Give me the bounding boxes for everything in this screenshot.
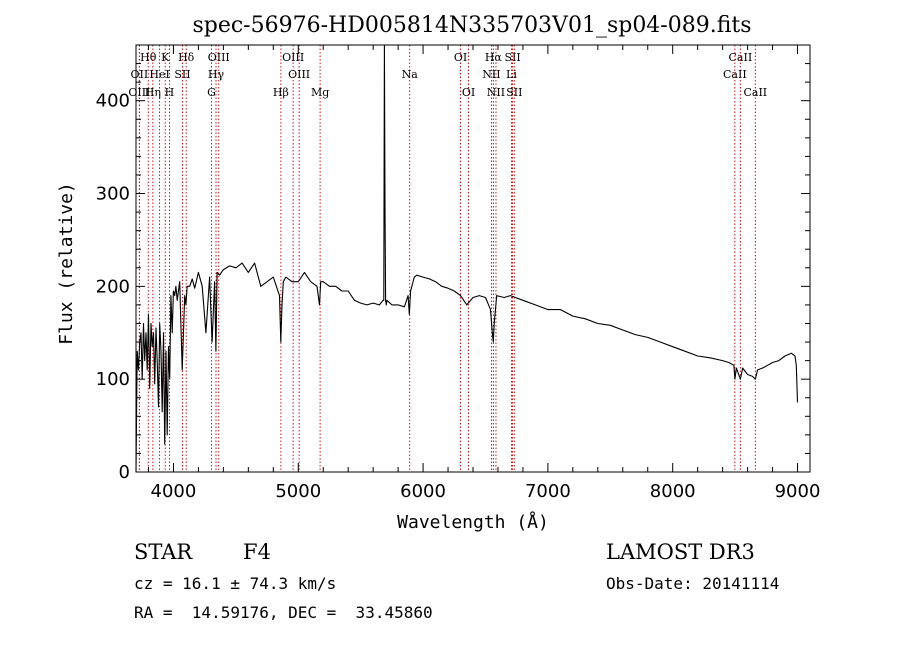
spectral-line-label: SII	[174, 68, 190, 81]
y-tick-label: 300	[96, 184, 130, 205]
spectral-line-label: Hθ	[140, 51, 157, 64]
spectral-line-label: Li	[506, 68, 517, 81]
x-tick-label: 7000	[525, 481, 571, 502]
obs-date: Obs-Date: 20141114	[606, 574, 780, 593]
y-axis-label: Flux (relative)	[56, 182, 77, 345]
x-tick-label: 6000	[400, 481, 446, 502]
x-tick-label: 8000	[650, 481, 696, 502]
spectral-line-label: NII	[487, 86, 505, 99]
coordinates: RA = 14.59176, DEC = 33.45860	[134, 603, 433, 622]
spectral-line-label: OIII	[288, 68, 310, 81]
spectral-line-label: OIII	[208, 51, 230, 64]
spectral-line-label: OII	[131, 68, 149, 81]
x-tick-label: 4000	[151, 481, 197, 502]
spectral-line-label: CaII	[743, 86, 767, 99]
spectral-line-label: CaII	[729, 51, 753, 64]
plot-frame	[135, 44, 811, 473]
spectral-line-label: K	[161, 51, 170, 64]
y-tick-label: 100	[96, 369, 130, 390]
spectral-line-label: NII	[482, 68, 500, 81]
survey-name: LAMOST DR3	[606, 540, 755, 564]
chart-title: spec-56976-HD005814N335703V01_sp04-089.f…	[192, 13, 751, 38]
redshift-cz: cz = 16.1 ± 74.3 km/s	[134, 574, 337, 593]
y-tick-label: 200	[96, 276, 130, 297]
spectral-line-label: CaII	[723, 68, 747, 81]
x-tick-label: 5000	[275, 481, 321, 502]
spectral-line-label: Mg	[311, 86, 329, 99]
spectral-line-label: Hη	[145, 86, 161, 99]
spectral-line-label: OIII	[282, 51, 304, 64]
spectrum-series-line	[135, 44, 799, 473]
spectral-line-label: SII	[506, 86, 522, 99]
spectral-line-label: H	[165, 86, 175, 99]
object-class: STAR	[134, 540, 193, 564]
x-axis-label: Wavelength (Å)	[397, 511, 549, 533]
spectral-line-label: Hγ	[208, 68, 225, 81]
x-tick-label: 9000	[775, 481, 821, 502]
spectral-line-label: OIII	[128, 86, 150, 99]
spectral-line-label: OI	[462, 86, 475, 99]
y-tick-label: 0	[119, 462, 130, 483]
spectral-line-label: Hα	[485, 51, 503, 64]
spectral-line-label: Na	[402, 68, 419, 81]
spectral-line-label: Hδ	[178, 51, 195, 64]
y-tick-label: 400	[96, 91, 130, 112]
subclass: F4	[243, 540, 271, 564]
spectral-line-label: SII	[504, 51, 520, 64]
spectral-line-label: OI	[454, 51, 467, 64]
spectral-line-label: G	[207, 86, 216, 99]
spectral-line-label: HeI	[149, 68, 169, 81]
spectral-line-label: Hβ	[273, 86, 289, 99]
